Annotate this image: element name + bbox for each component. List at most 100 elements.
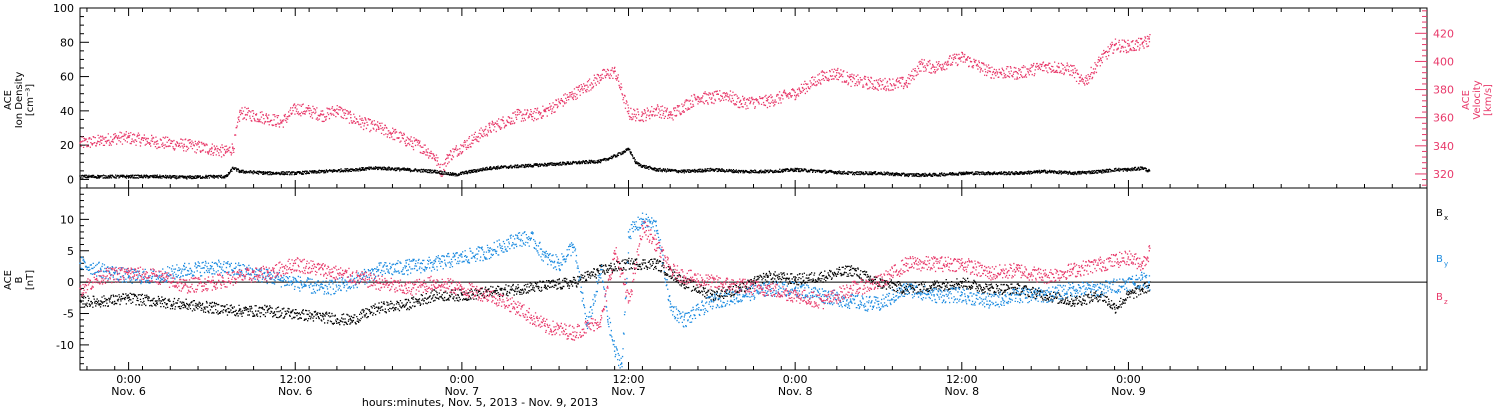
density-point [100,175,102,177]
bx-point [79,300,81,302]
bx-point [1127,294,1130,296]
bz-point [711,281,713,283]
velocity-point [211,147,213,150]
velocity-tick-label: 360 [1433,112,1454,125]
legend-bx: B [1436,208,1443,219]
bx-point [350,319,352,321]
velocity-point [530,114,532,116]
density-point [1100,170,1102,172]
velocity-point [1141,42,1143,44]
by-point [1100,287,1102,290]
x-tick-date: Nov. 7 [611,385,646,398]
x-tick-date: Nov. 7 [445,385,480,398]
by-point [127,275,130,277]
legend-bx-subscript: x [1444,214,1448,222]
x-tick-time: 12:00 [613,373,645,386]
velocity-point [697,95,699,98]
bz-point [461,287,463,290]
by-point [1016,294,1018,296]
velocity-tick-label: 340 [1433,140,1454,153]
density-dots [80,147,1151,180]
legend-by: B [1436,254,1443,265]
x-tick-date: Nov. 9 [1111,385,1146,398]
by-point [79,262,81,264]
density-point [1113,168,1116,170]
density-point [377,166,380,169]
density-point [1141,166,1143,169]
velocity-point [1079,80,1081,82]
density-point [1127,168,1130,170]
density-point [1148,170,1150,172]
velocity-unit-label: [km/s] [1483,84,1494,116]
b-tick-label: 5 [67,245,74,258]
by-point [641,218,644,221]
bz-point [183,284,185,286]
by-point [877,303,880,305]
bz-point [961,262,963,264]
density-point [794,168,796,170]
density-point [239,170,241,172]
by-point [961,294,963,296]
density-point [127,175,130,177]
velocity-point [308,110,310,112]
velocity-point [155,140,158,143]
bz-point [794,294,796,296]
bz-dots [80,220,1151,341]
density-point [933,173,935,175]
by-point [905,287,907,290]
bz-point [738,284,741,286]
velocity-dots [80,34,1151,177]
bz-point [850,287,852,290]
density-point [155,175,158,177]
by-point [516,237,519,239]
velocity-point [794,91,796,94]
bottom-panel-frame [79,187,1428,371]
density-tick-label: 40 [60,105,74,118]
density-point [961,171,963,174]
density-point [572,161,574,163]
density-tick-label: 0 [67,173,74,186]
density-point [454,173,456,175]
density-point [211,175,213,177]
x-tick-time: 12:00 [279,373,311,386]
by-point [530,237,532,239]
velocity-point [280,121,283,123]
by-point [544,256,546,258]
bx-point [377,306,380,308]
by-point [669,306,671,308]
x-tick-date: Nov. 6 [278,385,313,398]
by-point [655,225,657,227]
density-point [738,170,741,172]
legend-bz: B [1436,292,1443,303]
density-tick-label: 60 [60,71,74,84]
bx-point [239,309,241,312]
bz-point [641,225,644,227]
bz-point [79,287,81,290]
bz-point [669,268,671,271]
velocity-point [516,114,519,116]
velocity-instrument-label: ACE [1461,90,1472,110]
bottom-panel-data [79,212,1151,369]
velocity-point [1086,77,1088,79]
by-point [711,300,713,302]
density-point [905,173,907,175]
velocity-point [947,60,949,63]
bz-point [100,275,102,277]
bx-point [100,300,102,302]
density-point [877,171,880,174]
density-point [294,171,296,174]
velocity-point [933,66,935,68]
density-point [1072,171,1074,174]
bx-point [572,281,574,283]
bz-point [683,275,685,277]
velocity-point [836,72,838,74]
bz-point [655,243,657,246]
x-axis-title: hours:minutes, Nov. 5, 2013 - Nov. 9, 20… [362,396,598,409]
bx-point [1113,306,1116,308]
bx-point [1100,294,1102,296]
bz-point [933,262,935,264]
velocity-point [961,56,963,58]
density-quantity-label: Ion Density [14,72,25,129]
b-instrument-label: ACE [3,270,14,290]
top-panel-data [79,34,1151,180]
